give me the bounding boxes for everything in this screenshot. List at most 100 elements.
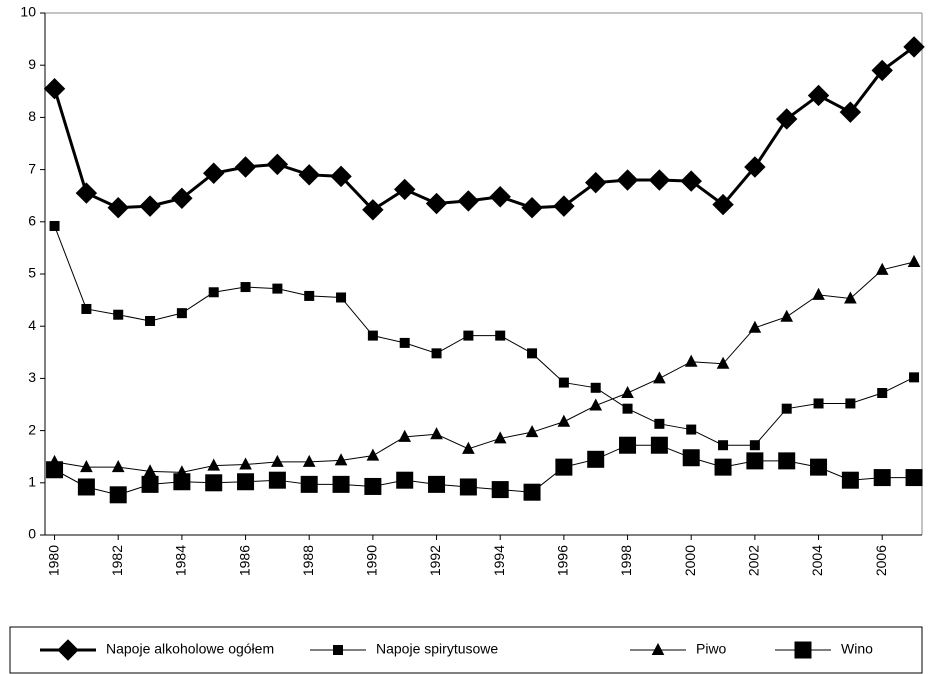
square-marker <box>877 388 888 399</box>
square-marker <box>81 303 92 314</box>
triangle-marker <box>525 425 539 438</box>
triangle-marker <box>143 464 157 477</box>
y-tick-label: 7 <box>28 160 36 176</box>
diamond-marker <box>330 165 352 188</box>
x-tick-label: 1998 <box>618 545 634 576</box>
diamond-marker <box>394 178 416 201</box>
legend-label: Piwo <box>696 641 727 657</box>
square-marker <box>686 424 697 435</box>
diamond-marker <box>521 196 543 219</box>
series-line <box>54 261 915 473</box>
square-marker <box>845 398 856 409</box>
triangle-marker <box>111 460 125 473</box>
square-marker <box>622 403 633 414</box>
square-marker <box>909 372 920 383</box>
triangle-marker <box>589 398 603 411</box>
triangle-marker <box>207 458 221 471</box>
series-line <box>54 225 915 446</box>
square-marker <box>654 418 665 429</box>
y-tick-label: 3 <box>28 369 36 385</box>
big-square-marker <box>587 450 605 468</box>
square-marker <box>367 330 378 341</box>
square-marker <box>49 220 60 231</box>
triangle-marker <box>302 454 316 467</box>
triangle-marker <box>651 642 665 655</box>
diamond-marker <box>362 199 384 221</box>
big-square-marker <box>46 461 64 479</box>
diamond-marker <box>744 156 766 178</box>
square-marker <box>558 377 569 388</box>
series-line <box>53 45 915 212</box>
square-marker <box>176 308 187 319</box>
square-marker <box>781 403 792 414</box>
diamond-marker <box>139 195 161 217</box>
x-tick-label: 1992 <box>427 545 443 576</box>
big-square-marker <box>459 478 477 496</box>
y-tick-label: 0 <box>28 526 36 542</box>
x-tick-label: 1994 <box>491 545 507 576</box>
diamond-marker <box>43 77 66 100</box>
y-tick-label: 6 <box>28 213 36 229</box>
triangle-marker <box>334 453 348 466</box>
legend-label: Napoje spirytusowe <box>376 641 498 657</box>
diamond-marker <box>298 164 320 186</box>
diamond-marker <box>266 153 289 176</box>
triangle-marker <box>621 385 634 399</box>
big-square-marker <box>332 475 350 493</box>
diamond-marker <box>585 171 607 194</box>
triangle-marker <box>780 309 794 322</box>
big-square-marker <box>810 458 828 476</box>
square-marker <box>145 315 156 326</box>
triangle-marker <box>748 320 762 333</box>
square-marker <box>527 348 538 359</box>
big-square-marker <box>268 471 286 489</box>
big-square-marker <box>109 486 127 504</box>
x-tick-label: 1988 <box>300 545 316 576</box>
diamond-marker <box>75 182 98 204</box>
y-tick-label: 1 <box>28 474 36 490</box>
diamond-marker <box>616 169 639 191</box>
triangle-marker <box>684 354 698 367</box>
square-marker <box>208 287 219 298</box>
legend-label: Wino <box>841 641 873 657</box>
x-tick-label: 2004 <box>809 545 825 576</box>
triangle-marker <box>557 414 571 427</box>
x-tick-label: 1980 <box>45 545 61 576</box>
square-marker <box>272 283 283 294</box>
big-square-marker <box>396 471 414 489</box>
y-tick-label: 4 <box>28 317 36 333</box>
big-square-marker <box>428 475 446 493</box>
diamond-marker <box>807 84 830 107</box>
diamond-marker <box>871 59 893 82</box>
big-square-marker <box>300 475 318 493</box>
big-square-marker <box>794 641 812 659</box>
square-marker <box>240 282 251 293</box>
diamond-marker <box>457 190 480 212</box>
diamond-marker <box>648 169 671 191</box>
square-marker <box>399 337 410 348</box>
big-square-marker <box>682 449 700 467</box>
triangle-marker <box>462 441 475 454</box>
diamond-marker <box>776 108 798 130</box>
big-square-marker <box>523 483 541 501</box>
square-marker <box>431 348 442 359</box>
square-marker <box>304 290 315 301</box>
series-line <box>54 444 915 496</box>
square-marker <box>333 645 343 655</box>
triangle-marker <box>812 287 825 300</box>
triangle-marker <box>398 429 412 442</box>
diamond-marker <box>57 639 79 661</box>
triangle-marker <box>907 254 921 267</box>
triangle-marker <box>366 448 380 461</box>
square-marker <box>113 309 124 320</box>
x-tick-label: 2000 <box>682 545 698 576</box>
diamond-marker <box>489 186 511 208</box>
y-tick-label: 8 <box>28 108 36 124</box>
big-square-marker <box>905 469 923 487</box>
big-square-marker <box>141 475 159 493</box>
triangle-marker <box>80 460 93 473</box>
diamond-marker <box>553 195 575 217</box>
diamond-marker <box>903 36 925 58</box>
big-square-marker <box>491 481 509 499</box>
big-square-marker <box>873 469 891 487</box>
